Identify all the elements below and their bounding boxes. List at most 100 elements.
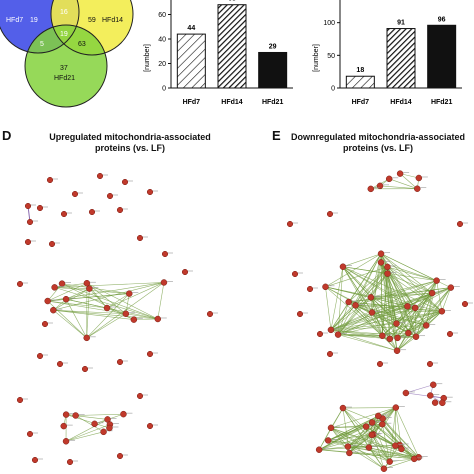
protein-node — [106, 424, 113, 432]
protein-node — [368, 419, 376, 426]
y-tick-label: 0 — [162, 86, 166, 93]
protein-node — [146, 188, 154, 196]
panel-d-cluster-main — [44, 279, 173, 342]
venn-label-hfd7: HFd7 — [6, 17, 23, 24]
protein-node — [86, 285, 93, 292]
panel-d-title: Upregulated mitochondria-associated prot… — [30, 132, 230, 154]
y-tick-label: 20 — [158, 61, 166, 68]
protein-node — [377, 250, 385, 257]
protein-node — [379, 332, 386, 340]
protein-node — [62, 438, 70, 445]
protein-node — [26, 430, 34, 438]
panel-d-title-line2: proteins (vs. LF) — [94, 143, 165, 153]
protein-node — [446, 330, 454, 338]
protein-node — [352, 302, 359, 309]
protein-node — [346, 449, 353, 457]
protein-node — [431, 399, 439, 406]
protein-node — [62, 411, 70, 418]
protein-node — [96, 172, 104, 180]
protein-node — [154, 315, 162, 323]
protein-node — [368, 309, 376, 316]
panel-e-cluster-main — [322, 250, 460, 355]
protein-node — [414, 185, 421, 192]
venn-count-hfd14-hfd21: 63 — [78, 41, 86, 48]
protein-node — [60, 210, 68, 218]
protein-node — [410, 455, 418, 463]
category-label: HFd7 — [352, 99, 370, 106]
protein-node — [339, 263, 347, 270]
protein-node — [100, 428, 107, 436]
protein-node — [392, 442, 399, 449]
protein-node — [324, 437, 332, 444]
protein-node — [120, 410, 127, 418]
protein-node — [24, 202, 32, 210]
protein-node — [31, 456, 39, 464]
protein-node — [456, 220, 464, 228]
venn-count-only-hfd7: 19 — [30, 17, 38, 24]
panel-e-cluster-top — [367, 170, 428, 193]
protein-node — [394, 334, 401, 342]
panel-d-singletons — [16, 172, 218, 328]
protein-node — [385, 175, 393, 183]
protein-node — [344, 443, 352, 450]
protein-node — [146, 350, 154, 358]
category-label: HFd14 — [221, 99, 243, 106]
category-label: HFd21 — [431, 99, 453, 106]
panel-e-singletons — [286, 210, 468, 228]
protein-node — [339, 404, 347, 412]
chart2-ylabel: [number] — [313, 44, 320, 72]
protein-node — [116, 358, 124, 366]
category-label: HFd7 — [183, 99, 201, 106]
protein-node — [427, 392, 434, 399]
protein-node — [380, 465, 388, 472]
protein-node — [326, 350, 334, 358]
panel-e-cluster-lower — [315, 404, 428, 472]
protein-node — [291, 270, 299, 278]
protein-node — [433, 277, 440, 284]
protein-node — [58, 280, 66, 287]
protein-node — [404, 303, 411, 310]
category-label: HFd21 — [262, 99, 284, 106]
protein-node — [50, 306, 57, 314]
protein-node — [362, 423, 370, 430]
protein-node — [447, 284, 455, 291]
bar-value-label: 96 — [438, 16, 446, 23]
protein-node — [393, 347, 401, 355]
protein-node — [327, 424, 335, 432]
protein-node — [66, 458, 74, 466]
panel-e-peripheral-nodes — [291, 270, 473, 368]
protein-node — [368, 431, 376, 439]
protein-node — [46, 176, 54, 184]
protein-node — [136, 392, 144, 400]
protein-node — [83, 279, 91, 287]
protein-node — [71, 190, 79, 198]
protein-node — [126, 290, 133, 297]
panel-e-letter: E — [272, 128, 281, 143]
venn-count-all: 19 — [60, 31, 68, 38]
protein-node — [286, 220, 294, 228]
bar-value-label: 18 — [356, 67, 364, 74]
protein-node — [296, 310, 304, 318]
network-panel-d — [16, 172, 218, 466]
protein-node — [438, 308, 446, 315]
category-label: HFd14 — [390, 99, 412, 106]
protein-node — [24, 238, 32, 246]
bar-value-label: 44 — [187, 25, 195, 32]
venn-label-hfd14: HFd14 — [102, 17, 123, 24]
protein-node — [396, 170, 404, 177]
protein-node — [326, 210, 334, 218]
protein-node — [103, 304, 111, 312]
protein-node — [130, 316, 138, 323]
venn-count-hfd7-hfd14: 16 — [60, 9, 68, 16]
protein-node — [375, 412, 382, 420]
panel-d-lower-nodes — [16, 392, 158, 466]
y-tick-label: 40 — [158, 37, 166, 44]
protein-node — [386, 335, 394, 343]
bar-chart-2: [number] 0 50 100 18 HFd7 91 HFd14 96 HFd21 — [313, 0, 462, 106]
y-tick-label: 50 — [327, 53, 335, 60]
y-tick-label: 60 — [158, 12, 166, 19]
protein-node — [405, 329, 412, 337]
bar-value-label: 29 — [269, 43, 277, 50]
bar — [176, 33, 206, 89]
protein-node — [376, 360, 384, 368]
